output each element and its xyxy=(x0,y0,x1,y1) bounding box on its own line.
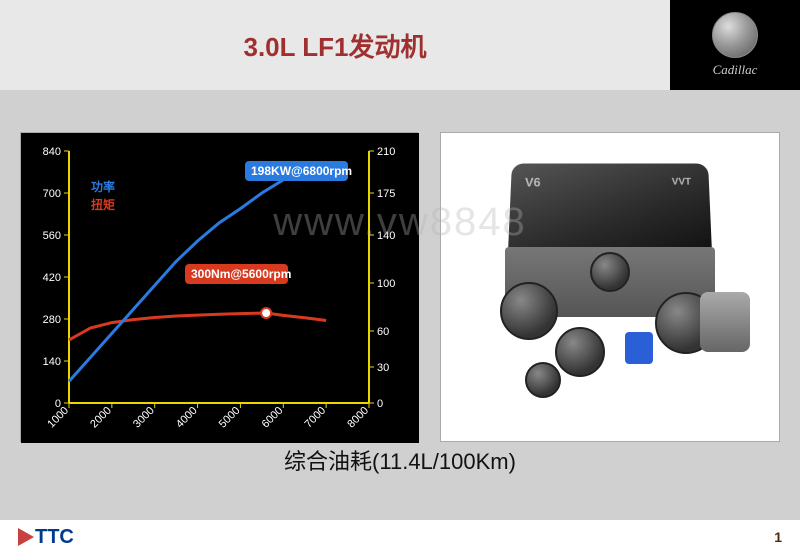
engine-vvt-label: VVT xyxy=(672,177,692,188)
brand-logo-panel: Cadillac xyxy=(670,0,800,90)
chevron-icon xyxy=(18,528,34,546)
engine-image-panel: V6 VVT xyxy=(440,132,780,442)
svg-text:140: 140 xyxy=(43,356,61,368)
page-title: 3.0L LF1发动机 xyxy=(243,27,426,64)
content-area: 0140280420560700840030601001401752101000… xyxy=(0,90,800,500)
engine-accessory xyxy=(625,332,653,364)
svg-text:560: 560 xyxy=(43,230,61,242)
svg-text:175: 175 xyxy=(377,188,395,200)
svg-text:300Nm@5600rpm: 300Nm@5600rpm xyxy=(191,267,291,281)
svg-text:280: 280 xyxy=(43,314,61,326)
svg-text:60: 60 xyxy=(377,326,389,338)
brand-name: Cadillac xyxy=(713,62,758,78)
svg-text:0: 0 xyxy=(377,398,383,410)
power-torque-chart: 0140280420560700840030601001401752101000… xyxy=(20,132,418,442)
pulley-icon xyxy=(525,362,561,398)
footer-logo: TTC xyxy=(18,526,74,549)
footer: TTC 1 xyxy=(0,520,800,554)
svg-text:功率: 功率 xyxy=(91,179,115,194)
pulley-icon xyxy=(555,327,605,377)
chart-svg: 0140280420560700840030601001401752101000… xyxy=(21,133,419,443)
svg-text:140: 140 xyxy=(377,230,395,242)
footer-logo-text: TTC xyxy=(35,526,74,549)
engine-badge: V6 xyxy=(525,175,541,189)
cadillac-crest-icon xyxy=(712,12,758,58)
engine-illustration: V6 VVT xyxy=(460,152,760,422)
pulley-icon xyxy=(500,282,558,340)
svg-text:210: 210 xyxy=(377,146,395,158)
pulley-icon xyxy=(590,252,630,292)
svg-text:700: 700 xyxy=(43,188,61,200)
page-number: 1 xyxy=(774,529,782,545)
svg-text:100: 100 xyxy=(377,278,395,290)
header: 3.0L LF1发动机 Cadillac xyxy=(0,0,800,90)
svg-text:扭矩: 扭矩 xyxy=(91,197,115,212)
fuel-consumption-label: 综合油耗(11.4L/100Km) xyxy=(0,444,800,476)
svg-text:420: 420 xyxy=(43,272,61,284)
title-bar: 3.0L LF1发动机 xyxy=(0,0,670,90)
svg-text:840: 840 xyxy=(43,146,61,158)
alternator xyxy=(700,292,750,352)
svg-text:198KW@6800rpm: 198KW@6800rpm xyxy=(251,164,352,178)
engine-cover: V6 VVT xyxy=(508,164,712,253)
svg-text:30: 30 xyxy=(377,362,389,374)
